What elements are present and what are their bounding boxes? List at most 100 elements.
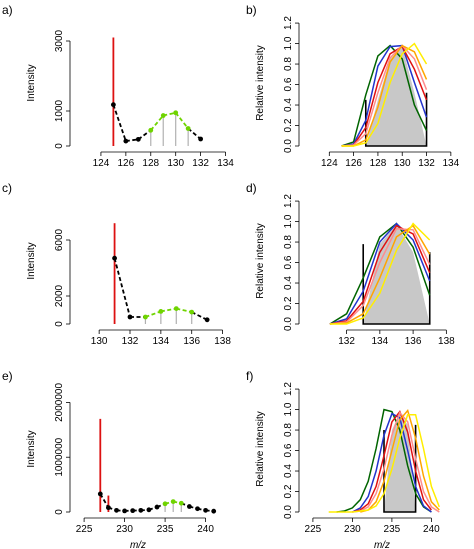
series-line-b-3 bbox=[341, 44, 428, 147]
segment-e-0 bbox=[99, 493, 110, 509]
point-e-8 bbox=[162, 501, 168, 507]
y-tick-label-d-6: 1.2 bbox=[283, 194, 294, 208]
x-tick-label-b-0: 124 bbox=[321, 158, 338, 169]
segment-c-3 bbox=[160, 307, 177, 313]
series-line-f-0 bbox=[336, 408, 432, 513]
x-tick-label-c-1: 132 bbox=[122, 336, 139, 347]
x-tick-label-a-4: 132 bbox=[192, 158, 209, 169]
point-a-0 bbox=[110, 102, 116, 108]
panel-label-b: b) bbox=[246, 3, 257, 17]
x-tick-label-f-3: 240 bbox=[423, 524, 440, 535]
point-e-11 bbox=[187, 504, 192, 509]
x-tick-label-d-0: 132 bbox=[338, 336, 355, 347]
ylabel-e: Intensity bbox=[26, 430, 37, 467]
series-line-f-3 bbox=[352, 411, 440, 513]
series-line-f-5 bbox=[328, 413, 440, 513]
x-tick-label-d-1: 134 bbox=[371, 336, 388, 347]
series-line-b-5 bbox=[341, 42, 428, 147]
y-tick-label-d-0: 0.0 bbox=[283, 317, 294, 331]
panel-f: f) Relative intensity 225 230 235 240 0.0 0.2 0.… bbox=[246, 369, 440, 535]
y-tick-label-f-0: 0.0 bbox=[283, 505, 294, 519]
shaded-region-b bbox=[365, 46, 427, 146]
point-c-4 bbox=[173, 306, 179, 311]
panel-label-f: f) bbox=[246, 369, 253, 383]
point-a-7 bbox=[198, 136, 204, 142]
x-tick-label-c-2: 134 bbox=[153, 336, 170, 347]
series-line-b-0 bbox=[341, 44, 428, 147]
panel-c: c) Intensity 130 132 134 136 138 0 2000 6000 bbox=[2, 181, 231, 347]
x-tick-label-c-4: 138 bbox=[214, 336, 231, 347]
series-line-f-2 bbox=[352, 410, 432, 513]
y-tick-label-b-4: 0.8 bbox=[283, 57, 294, 71]
panel-label-e: e) bbox=[2, 369, 13, 383]
panel-a: a) Intensity 124 126 128 130 132 134 0 1000 3000 bbox=[2, 3, 234, 169]
x-tick-label-a-5: 134 bbox=[217, 158, 234, 169]
shaded-frame-b bbox=[364, 92, 428, 147]
point-e-0 bbox=[97, 491, 103, 497]
x-tick-label-a-1: 126 bbox=[118, 158, 135, 169]
point-a-2 bbox=[135, 136, 141, 142]
x-tick-label-b-3: 130 bbox=[394, 158, 411, 169]
y-tick-label-b-0: 0.0 bbox=[283, 139, 294, 153]
panel-d: d) Relative intensity 132 134 136 138 0.0 0.2 0.… bbox=[246, 181, 455, 347]
series-line-f-4 bbox=[360, 409, 440, 513]
segment-c-0 bbox=[113, 257, 131, 318]
x-tick-label-f-2: 235 bbox=[384, 524, 401, 535]
panel-label-c: c) bbox=[2, 181, 12, 195]
point-c-0 bbox=[112, 255, 117, 261]
series-line-d-2 bbox=[329, 224, 431, 325]
point-e-12 bbox=[195, 506, 200, 512]
y-tick-label-f-2: 0.4 bbox=[283, 464, 294, 478]
x-tick-label-f-1: 230 bbox=[344, 524, 361, 535]
y-tick-label-d-4: 0.8 bbox=[283, 235, 294, 249]
x-tick-label-c-0: 130 bbox=[91, 336, 108, 347]
y-tick-label-e-0: 0 bbox=[54, 509, 65, 515]
y-tick-label-b-5: 1.0 bbox=[283, 36, 294, 50]
segment-a-2 bbox=[137, 129, 152, 141]
series-line-d-1 bbox=[329, 222, 431, 325]
series-line-f-1 bbox=[352, 412, 432, 513]
segment-c-4 bbox=[176, 307, 192, 313]
y-tick-label-a-1: 1000 bbox=[54, 99, 65, 122]
point-e-4 bbox=[130, 508, 136, 514]
segment-a-3 bbox=[150, 114, 164, 131]
point-a-1 bbox=[123, 138, 129, 144]
panel-e: e) Intensity 225 230 235 240 0 1000000 2000000 bbox=[2, 369, 217, 535]
point-a-6 bbox=[185, 126, 191, 131]
y-tick-label-e-1: 1000000 bbox=[54, 437, 65, 476]
point-a-3 bbox=[148, 127, 154, 133]
point-c-6 bbox=[204, 317, 210, 323]
x-tick-label-a-2: 128 bbox=[142, 158, 159, 169]
y-tick-label-d-1: 0.2 bbox=[283, 296, 294, 310]
panel-label-a: a) bbox=[2, 3, 13, 17]
point-c-1 bbox=[127, 314, 133, 320]
ylabel-d: Relative intensity bbox=[255, 223, 266, 299]
point-c-2 bbox=[143, 314, 148, 320]
point-e-7 bbox=[154, 504, 160, 510]
segment-a-0 bbox=[112, 104, 127, 142]
y-tick-label-e-2: 2000000 bbox=[54, 383, 65, 422]
x-tick-label-c-3: 136 bbox=[183, 336, 200, 347]
y-tick-label-c-1: 2000 bbox=[54, 284, 65, 307]
ylabel-c: Intensity bbox=[26, 242, 37, 279]
segment-c-5 bbox=[191, 311, 208, 321]
segment-c-2 bbox=[145, 310, 162, 318]
y-tick-label-c-2: 6000 bbox=[54, 228, 65, 251]
x-tick-label-b-2: 128 bbox=[370, 158, 387, 169]
ylabel-b: Relative intensity bbox=[255, 45, 266, 121]
point-e-14 bbox=[211, 508, 217, 514]
x-tick-label-b-1: 126 bbox=[345, 158, 362, 169]
panel-b: b) Relative intensity 124 126 128 130 132 134 0.… bbox=[246, 3, 460, 169]
point-e-6 bbox=[146, 507, 152, 513]
point-a-4 bbox=[160, 113, 166, 118]
x-tick-label-a-3: 130 bbox=[167, 158, 184, 169]
point-e-3 bbox=[122, 508, 127, 514]
x-tick-label-e-1: 230 bbox=[116, 524, 133, 535]
x-tick-label-e-3: 240 bbox=[197, 524, 214, 535]
series-line-d-4 bbox=[329, 224, 431, 325]
y-tick-label-f-3: 0.6 bbox=[283, 443, 294, 457]
y-tick-label-b-3: 0.6 bbox=[283, 77, 294, 91]
series-line-b-1 bbox=[341, 44, 428, 147]
x-tick-label-d-3: 138 bbox=[438, 336, 455, 347]
